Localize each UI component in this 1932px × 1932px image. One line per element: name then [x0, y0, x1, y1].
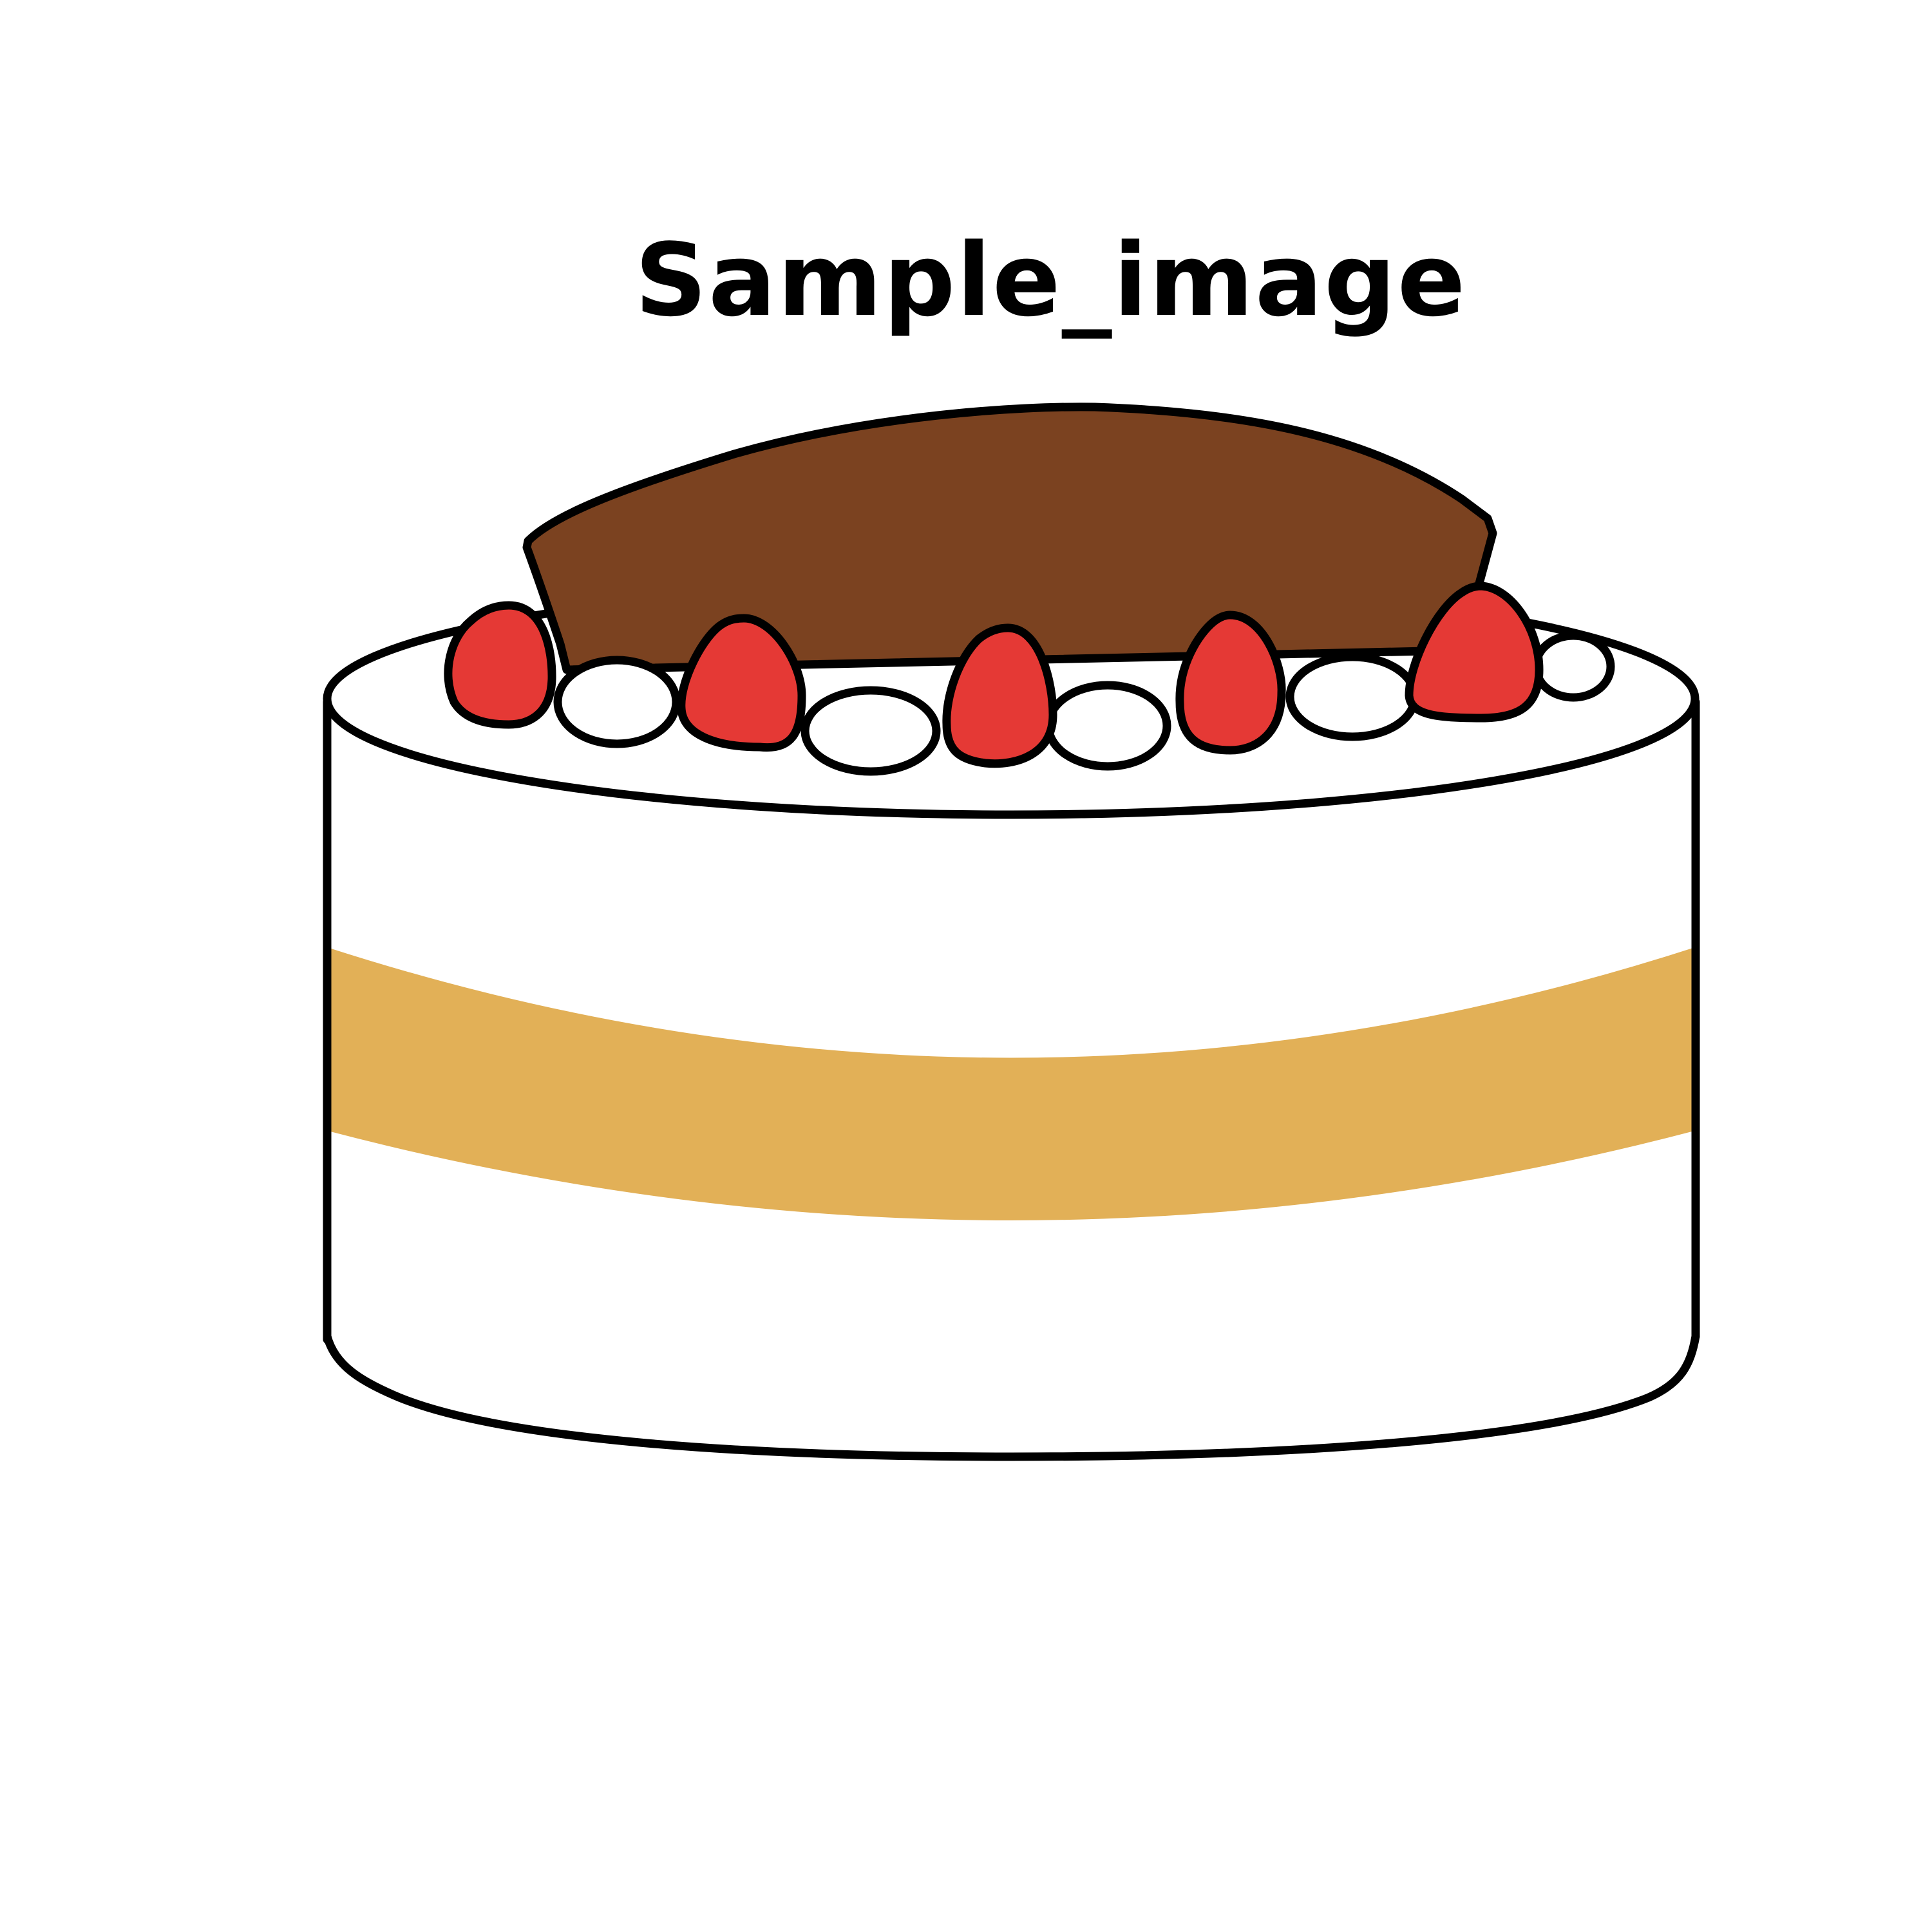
sponge-band [325, 947, 1697, 1220]
whipped-cream-5 [1531, 631, 1615, 702]
cake-bottom-rim [323, 1332, 1700, 1461]
whipped-cream-1 [553, 656, 681, 748]
whipped-cream-3 [1044, 681, 1171, 771]
strawberry-icon [942, 623, 1057, 768]
whipped-cream-row [553, 631, 1615, 776]
strawberry-icon [1175, 611, 1286, 755]
whipped-cream-2 [800, 686, 941, 776]
strawberry-icon [444, 601, 556, 729]
strawberry-icon [1405, 582, 1544, 723]
strawberry-icon [677, 614, 806, 752]
image-title: Sample_image [634, 222, 1467, 339]
chocolate-plate [522, 402, 1497, 674]
strawberry-row [444, 582, 1544, 768]
cake-body [323, 697, 1700, 1461]
whipped-cream-4 [1285, 652, 1419, 741]
